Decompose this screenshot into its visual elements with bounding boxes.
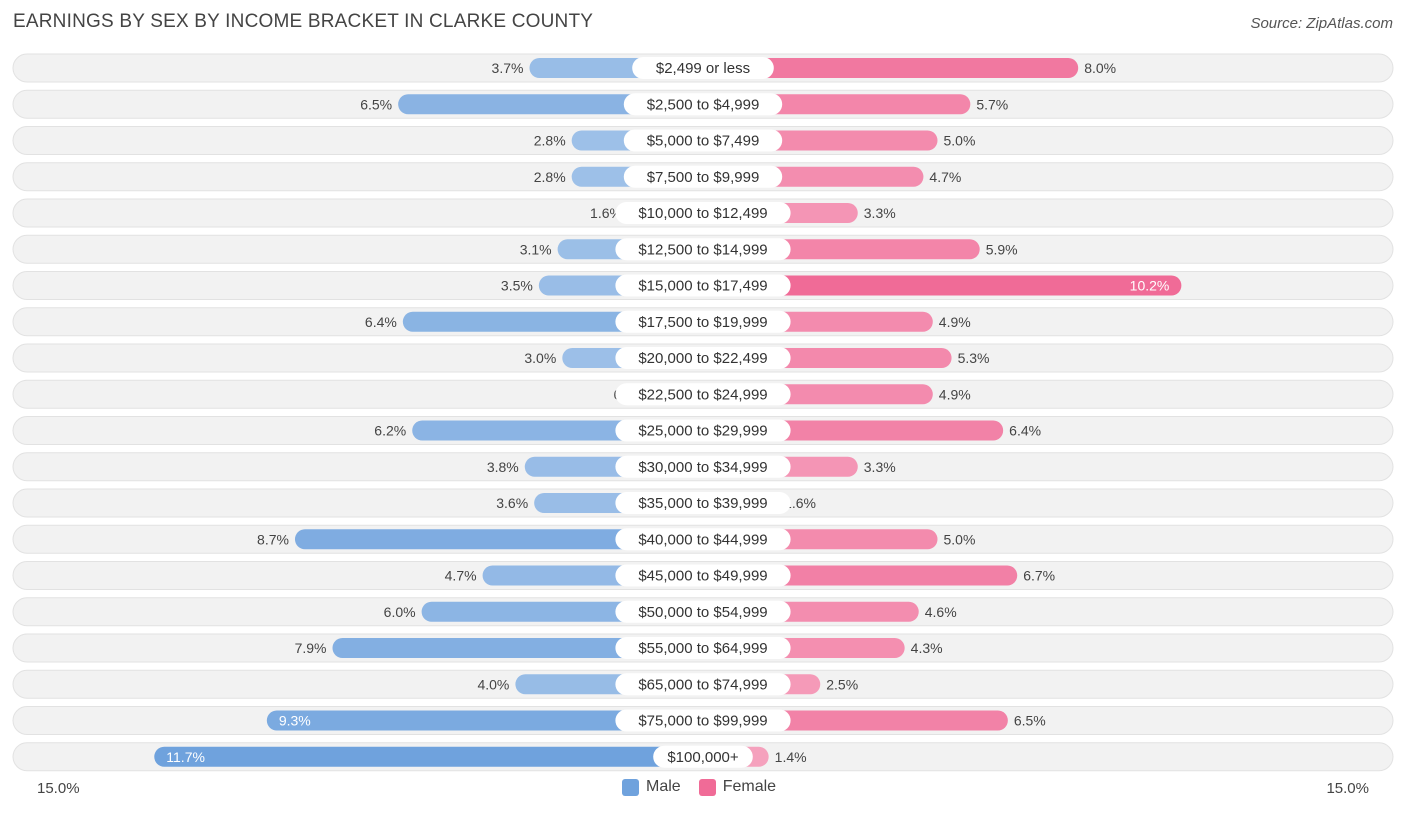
category-pill xyxy=(623,129,783,152)
category-pill xyxy=(615,202,791,224)
legend-swatch-male xyxy=(622,778,639,796)
bar-female xyxy=(703,275,1182,296)
category-pill xyxy=(615,419,791,442)
value-label-male: 3.6% xyxy=(496,495,528,511)
category-label: $45,000 to $49,999 xyxy=(638,568,767,585)
bar-male xyxy=(266,710,703,731)
value-label-male: 4.0% xyxy=(477,676,509,692)
category-label: $2,499 or less xyxy=(656,60,750,77)
category-label: $40,000 to $44,999 xyxy=(638,531,767,548)
legend-label-female: Female xyxy=(722,778,777,795)
value-label-male: 3.0% xyxy=(524,350,556,366)
legend-label-male: Male xyxy=(646,778,681,795)
category-label: $35,000 to $39,999 xyxy=(638,495,767,512)
value-label-female: 5.3% xyxy=(958,350,990,366)
value-label-female: 3.3% xyxy=(864,205,896,221)
source-note: Source: ZipAtlas.com xyxy=(1250,15,1393,32)
category-pill xyxy=(615,274,791,297)
value-label-female: 5.0% xyxy=(944,133,976,149)
value-label-female: 8.0% xyxy=(1084,60,1116,76)
value-label-female: 5.0% xyxy=(944,531,976,547)
category-pill xyxy=(615,310,791,333)
value-label-male: 2.8% xyxy=(534,169,566,185)
category-label: $65,000 to $74,999 xyxy=(638,676,767,693)
category-label: $100,000+ xyxy=(667,749,739,766)
value-label-male: 3.7% xyxy=(492,60,524,76)
category-label: $55,000 to $64,999 xyxy=(638,640,767,657)
bar-female xyxy=(703,58,1079,78)
category-label: $75,000 to $99,999 xyxy=(638,713,767,730)
category-pill xyxy=(653,745,753,768)
axis-right-label: 15.0% xyxy=(1326,780,1369,797)
legend-item-female[interactable]: Female xyxy=(698,778,777,796)
legend-swatch-female xyxy=(698,778,716,796)
chart-title: EARNINGS BY SEX BY INCOME BRACKET IN CLA… xyxy=(13,11,594,32)
value-label-female: 4.6% xyxy=(925,604,957,620)
category-label: $12,500 to $14,999 xyxy=(638,241,767,258)
value-label-male: 9.3% xyxy=(279,713,311,729)
value-label-female: 6.5% xyxy=(1014,713,1046,729)
value-label-male: 1.6% xyxy=(590,205,622,221)
value-label-female: 5.7% xyxy=(976,96,1008,112)
bar-male xyxy=(294,529,703,550)
value-label-male: 8.7% xyxy=(257,531,289,547)
value-label-male: 7.9% xyxy=(295,640,327,656)
value-label-female: 1.4% xyxy=(775,749,807,765)
value-label-male: 11.7% xyxy=(166,749,205,765)
category-pill xyxy=(615,347,791,369)
category-label: $15,000 to $17,499 xyxy=(638,278,767,295)
value-label-male: 3.5% xyxy=(501,278,533,294)
category-label: $20,000 to $22,499 xyxy=(638,350,767,367)
category-label: $50,000 to $54,999 xyxy=(638,604,767,621)
category-pill xyxy=(615,637,791,659)
value-label-female: 4.9% xyxy=(939,386,971,402)
value-label-male: 6.2% xyxy=(374,423,406,439)
legend-item-male[interactable]: Male xyxy=(622,778,681,796)
category-label: $25,000 to $29,999 xyxy=(638,423,767,440)
legend: Male Female xyxy=(622,778,794,796)
value-label-female: 3.3% xyxy=(864,459,896,475)
value-label-male: 3.8% xyxy=(487,459,519,475)
value-label-female: 1.6% xyxy=(784,495,816,511)
category-pill xyxy=(615,492,791,514)
category-pill xyxy=(615,455,791,478)
value-label-male: 6.4% xyxy=(365,314,397,330)
category-label: $2,500 to $4,999 xyxy=(647,96,760,113)
category-pill xyxy=(615,564,791,587)
value-label-male: 3.1% xyxy=(520,241,552,257)
category-label: $22,500 to $24,999 xyxy=(638,386,767,403)
value-label-male: 6.5% xyxy=(360,96,392,112)
category-label: $10,000 to $12,499 xyxy=(638,205,767,222)
value-label-female: 2.5% xyxy=(826,676,858,692)
category-pill xyxy=(615,383,791,406)
category-label: $30,000 to $34,999 xyxy=(638,459,767,476)
category-pill xyxy=(623,93,783,116)
category-label: $5,000 to $7,499 xyxy=(647,133,760,150)
value-label-female: 4.9% xyxy=(939,314,971,330)
bar-male xyxy=(332,638,703,658)
axis-left-label: 15.0% xyxy=(37,780,80,797)
category-pill xyxy=(615,709,791,732)
category-label: $7,500 to $9,999 xyxy=(647,169,760,186)
value-label-female: 5.9% xyxy=(986,241,1018,257)
value-label-male: 2.8% xyxy=(534,133,566,149)
value-label-female: 6.7% xyxy=(1023,568,1055,584)
bar-male xyxy=(154,746,703,767)
category-pill xyxy=(615,528,791,551)
category-label: $17,500 to $19,999 xyxy=(638,314,767,331)
category-pill xyxy=(623,165,783,188)
category-pill xyxy=(632,57,774,79)
value-label-female: 4.7% xyxy=(929,169,961,185)
value-label-female: 4.3% xyxy=(911,640,943,656)
value-label-female: 6.4% xyxy=(1009,423,1041,439)
category-pill xyxy=(615,600,791,623)
value-label-male: 4.7% xyxy=(445,568,477,584)
category-pill xyxy=(615,238,791,261)
value-label-male: 6.0% xyxy=(384,604,416,620)
category-pill xyxy=(615,673,791,696)
value-label-female: 10.2% xyxy=(1130,278,1170,294)
